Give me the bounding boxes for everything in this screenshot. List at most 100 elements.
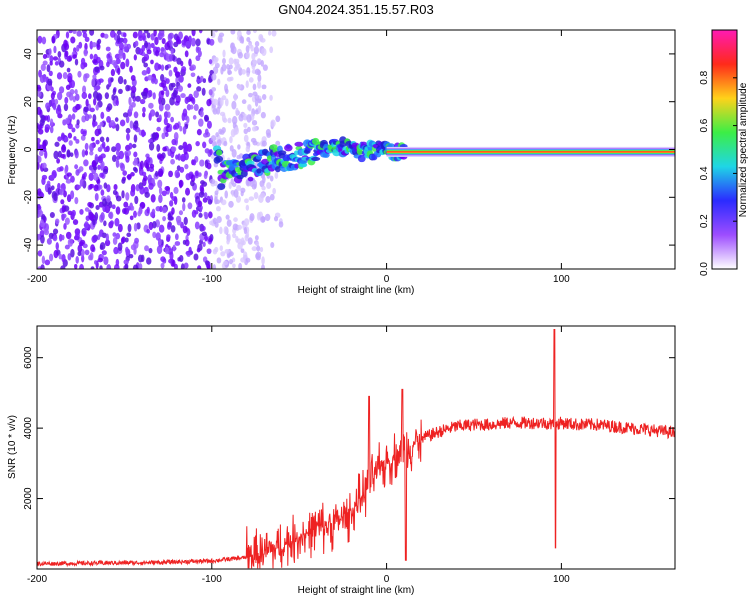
noise-speckle: [54, 218, 60, 225]
noise-speckle: [230, 30, 236, 35]
noise-speckle: [206, 248, 212, 255]
noise-speckle: [266, 132, 272, 138]
noise-speckle: [202, 241, 206, 247]
noise-speckle: [93, 85, 99, 92]
noise-speckle: [77, 251, 82, 257]
noise-speckle: [182, 202, 186, 212]
noise-speckle: [52, 103, 57, 111]
noise-speckle: [64, 50, 69, 58]
noise-speckle: [111, 94, 115, 101]
spectrogram-ylabel: Frequency (Hz): [7, 116, 18, 185]
noise-speckle: [165, 89, 170, 98]
noise-speckle: [37, 250, 43, 257]
noise-speckle: [251, 52, 256, 61]
noise-speckle: [57, 91, 63, 101]
noise-speckle: [172, 124, 177, 130]
noise-speckle: [123, 46, 129, 53]
noise-speckle: [79, 263, 85, 269]
noise-speckle: [42, 54, 48, 60]
noise-speckle: [152, 231, 157, 239]
noise-speckle: [65, 231, 72, 240]
noise-speckle: [134, 40, 139, 47]
noise-speckle: [168, 258, 174, 264]
noise-speckle: [274, 171, 279, 179]
noise-speckle: [252, 140, 258, 146]
noise-speckle: [204, 212, 209, 217]
noise-speckle: [254, 68, 261, 76]
noise-speckle: [115, 142, 121, 152]
noise-speckle: [102, 198, 108, 207]
noise-speckle: [72, 54, 77, 59]
noise-speckle: [124, 263, 129, 269]
noise-speckle: [150, 42, 155, 49]
noise-speckle: [158, 103, 164, 112]
noise-speckle: [143, 30, 149, 34]
noise-speckle: [70, 248, 75, 258]
noise-speckle: [148, 182, 154, 190]
noise-speckle: [81, 149, 86, 158]
noise-speckle: [71, 209, 76, 217]
noise-speckle: [158, 114, 162, 122]
noise-speckle: [252, 83, 257, 91]
noise-speckle: [257, 105, 262, 114]
noise-speckle: [48, 253, 54, 262]
noise-speckle: [237, 52, 243, 59]
noise-speckle: [164, 103, 171, 111]
noise-speckle: [272, 187, 276, 195]
noise-speckle: [125, 127, 131, 134]
noise-speckle: [103, 146, 108, 153]
noise-speckle: [138, 48, 144, 56]
noise-speckle: [160, 47, 165, 52]
noise-speckle: [101, 232, 107, 239]
noise-speckle: [39, 74, 45, 83]
noise-speckle: [275, 140, 281, 146]
noise-speckle: [178, 74, 184, 83]
noise-speckle: [254, 40, 260, 47]
noise-speckle: [237, 224, 243, 230]
noise-speckle: [84, 113, 90, 122]
noise-speckle: [164, 246, 170, 255]
noise-speckle: [175, 95, 181, 104]
noise-speckle: [109, 119, 116, 127]
noise-speckle: [198, 212, 203, 218]
noise-speckle: [219, 245, 223, 252]
noise-speckle: [166, 223, 172, 230]
noise-speckle: [243, 227, 247, 235]
noise-speckle: [201, 181, 208, 187]
noise-speckle: [219, 226, 223, 235]
noise-speckle: [169, 96, 175, 106]
trace-blob: [284, 144, 293, 152]
trace-blob: [298, 162, 308, 168]
noise-speckle: [261, 94, 267, 101]
noise-speckle: [261, 264, 265, 269]
noise-speckle: [118, 53, 123, 59]
noise-speckle: [66, 149, 71, 158]
noise-speckle: [97, 257, 104, 263]
noise-speckle: [188, 93, 193, 99]
noise-speckle: [255, 253, 260, 260]
noise-speckle: [100, 212, 105, 221]
noise-speckle: [190, 72, 196, 78]
snr-frame: [36, 325, 676, 570]
noise-speckle: [112, 189, 118, 196]
x-tick-label: -100: [202, 274, 222, 285]
noise-speckle: [211, 87, 217, 92]
noise-speckle: [82, 130, 87, 137]
noise-speckle: [147, 74, 153, 81]
noise-speckle: [46, 64, 51, 73]
noise-speckle: [133, 54, 137, 61]
noise-speckle: [224, 248, 230, 254]
noise-speckle: [96, 178, 101, 185]
noise-speckle: [261, 47, 267, 57]
noise-speckle: [44, 124, 51, 131]
noise-speckle: [77, 70, 82, 78]
noise-speckle: [39, 192, 45, 199]
noise-speckle: [190, 174, 196, 183]
noise-speckle: [115, 232, 121, 240]
noise-speckle: [97, 38, 102, 45]
noise-speckle: [74, 150, 79, 159]
noise-speckle: [82, 243, 88, 249]
noise-speckle: [94, 192, 99, 202]
noise-speckle: [220, 199, 227, 206]
